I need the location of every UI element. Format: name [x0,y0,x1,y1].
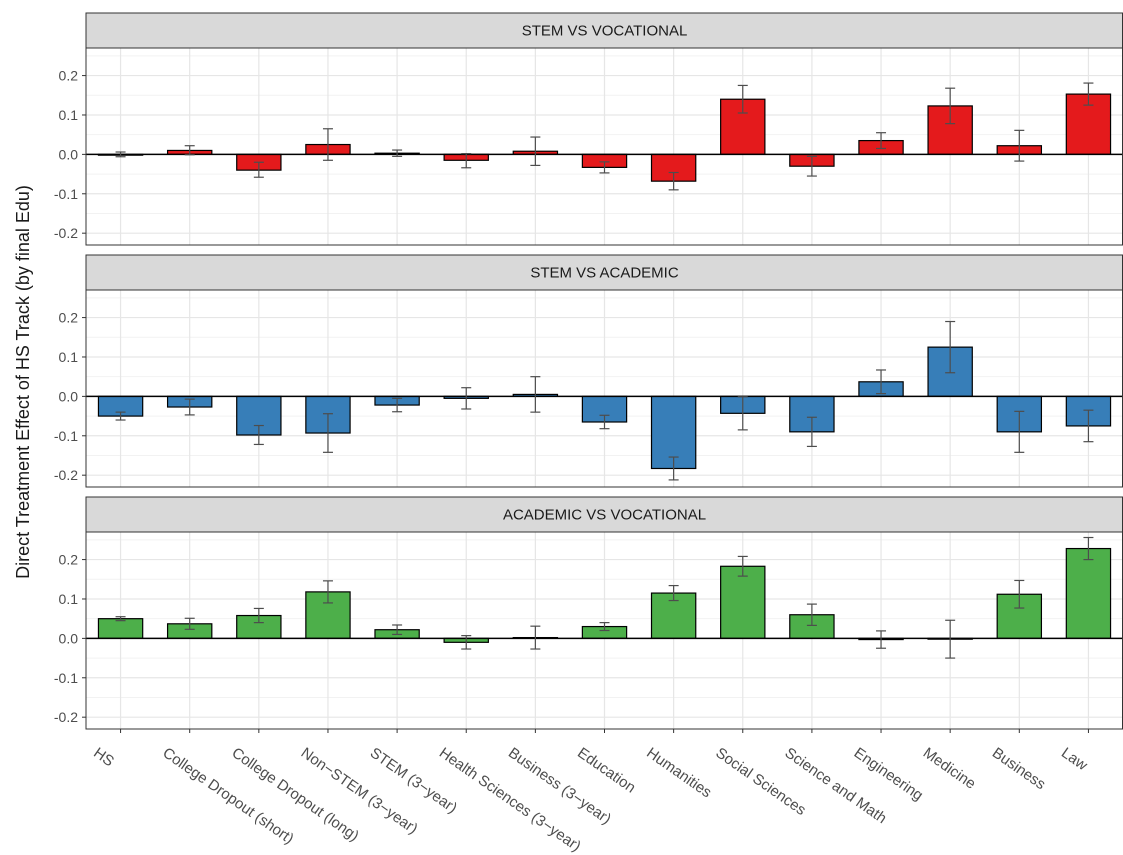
bar [720,565,766,639]
y-tick-label: 0.1 [59,107,79,123]
y-tick-label: -0.1 [54,186,78,202]
y-tick-label: 0.2 [59,310,79,326]
y-tick-label: -0.2 [54,709,78,725]
y-axis-title: Direct Treatment Effect of HS Track (by … [13,185,33,579]
y-tick-label: 0.0 [59,388,79,404]
bar [97,618,144,639]
y-tick-label: 0.1 [59,349,79,365]
y-tick-label: 0.2 [59,552,79,568]
y-tick-label: 0.0 [59,630,79,646]
y-tick-label: -0.2 [54,225,78,241]
panel-strip [85,12,1123,49]
panel-1: STEM VS VOCATIONAL -0.2 -0.1 0.0 0.1 0.2 [54,12,1123,246]
y-tick-label: -0.1 [54,670,78,686]
panel-title: ACADEMIC VS VOCATIONAL [503,507,706,524]
y-tick-label: -0.1 [54,428,78,444]
panel-title: STEM VS VOCATIONAL [522,23,688,40]
y-tick-label: 0.2 [59,68,79,84]
y-tick-label: 0.0 [59,146,79,162]
y-tick-label: 0.1 [59,591,79,607]
y-tick-label: -0.2 [54,467,78,483]
panel-title: STEM VS ACADEMIC [530,265,679,282]
bar [1065,547,1112,639]
